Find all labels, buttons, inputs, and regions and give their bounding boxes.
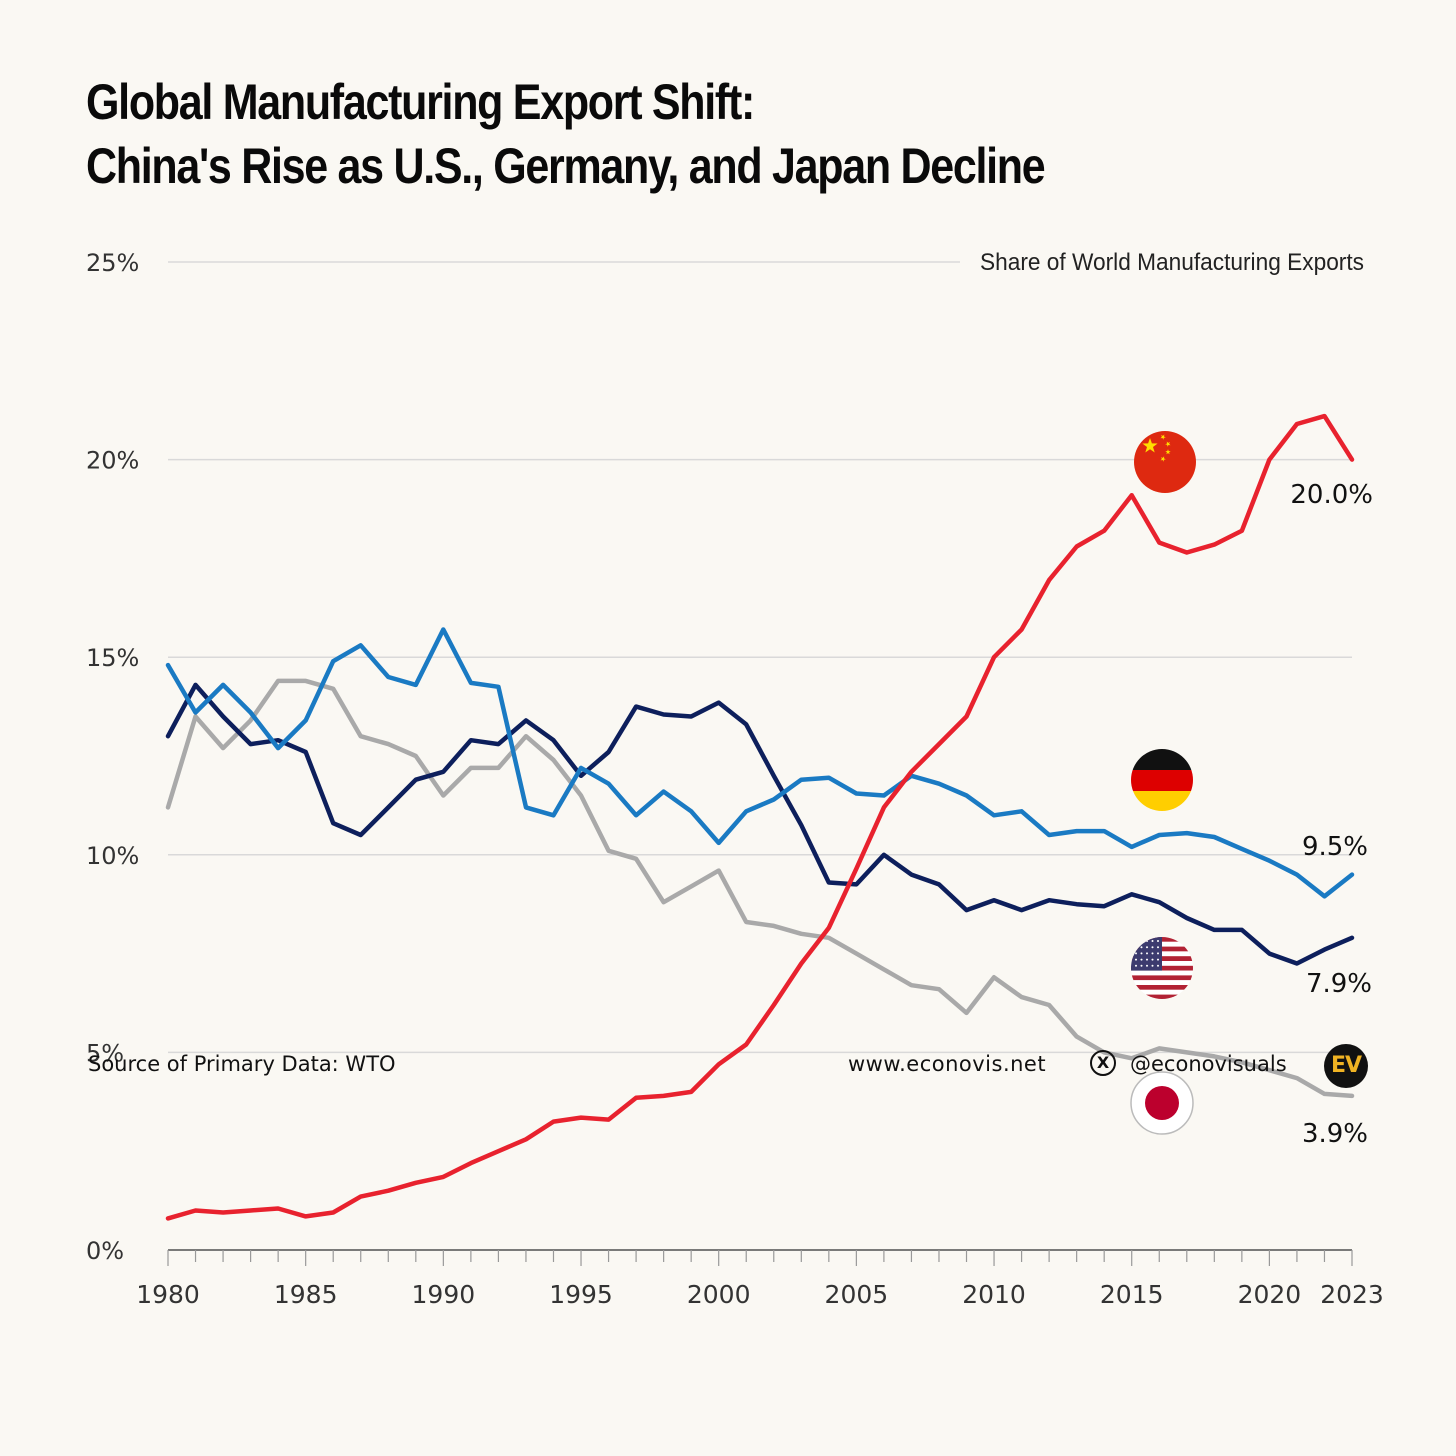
- end-label-germany: 9.5%: [1302, 832, 1368, 862]
- japan-flag-icon: [1130, 1071, 1194, 1135]
- series-line-china: [165, 413, 1355, 1221]
- title-line-2: China's Rise as U.S., Germany, and Japan…: [86, 138, 1046, 194]
- y-tick-label: 5%: [86, 1039, 124, 1067]
- series-line-japan: [165, 678, 1355, 1099]
- x-logo-icon: X: [1090, 1050, 1116, 1076]
- y-tick-label: 10%: [86, 842, 139, 870]
- x-tick-label: 1980: [136, 1280, 200, 1309]
- x-tick-label: 1995: [549, 1280, 613, 1309]
- x-tick-label: 2015: [1100, 1280, 1164, 1309]
- y-tick-label: 25%: [86, 249, 139, 277]
- x-tick-label: 1985: [274, 1280, 338, 1309]
- y-tick-label: 15%: [86, 644, 139, 672]
- end-label-usa: 7.9%: [1306, 969, 1372, 999]
- usa-flag-icon: [1131, 937, 1193, 999]
- x-tick-label: 2010: [962, 1280, 1026, 1309]
- x-tick-label: 2020: [1238, 1280, 1302, 1309]
- x-tick-label: 2023: [1320, 1280, 1384, 1309]
- y-tick-label: 0%: [86, 1237, 124, 1265]
- page-title: Global Manufacturing Export Shift: China…: [86, 70, 1046, 198]
- chart-title: Share of World Manufacturing Exports: [980, 249, 1364, 276]
- title-line-1: Global Manufacturing Export Shift:: [86, 74, 755, 130]
- x-tick-label: 2000: [687, 1280, 751, 1309]
- social-handle[interactable]: @econovisuals: [1130, 1052, 1287, 1076]
- end-label-china: 20.0%: [1290, 480, 1373, 510]
- series-line-germany: [165, 627, 1355, 899]
- germany-flag-icon: [1131, 749, 1193, 811]
- website-link[interactable]: www.econovis.net: [848, 1052, 1047, 1076]
- y-tick-label: 20%: [86, 447, 139, 475]
- series-line-usa: [165, 682, 1355, 966]
- x-tick-label: 2005: [825, 1280, 889, 1309]
- source-note: Source of Primary Data: WTO: [88, 1052, 396, 1076]
- china-flag-icon: [1134, 431, 1196, 493]
- end-label-japan: 3.9%: [1302, 1119, 1368, 1149]
- x-tick-label: 1990: [412, 1280, 476, 1309]
- econovis-logo: EV: [1324, 1044, 1368, 1088]
